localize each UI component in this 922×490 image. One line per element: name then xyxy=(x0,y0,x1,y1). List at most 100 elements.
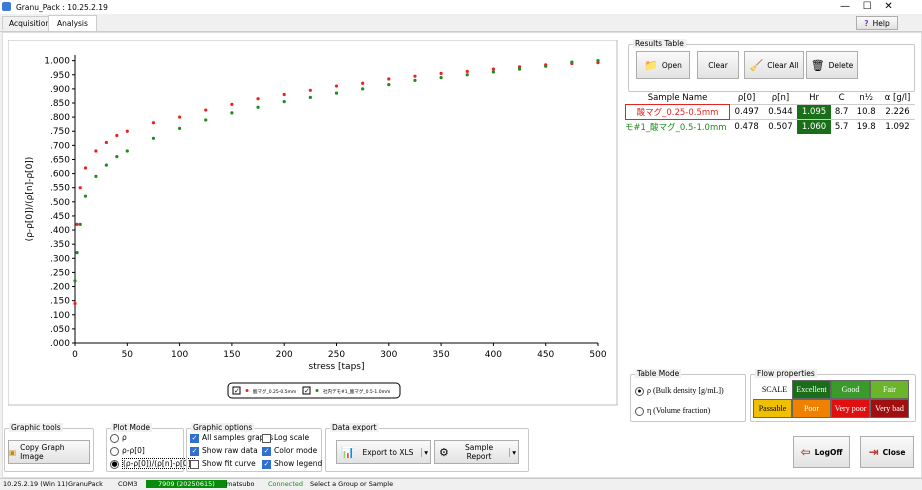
y-tick-label: .200 xyxy=(50,283,70,293)
y-tick-label: .450 xyxy=(50,212,70,222)
radio xyxy=(110,446,119,456)
graphic-tools-group: Graphic tools xyxy=(4,423,94,472)
data-point xyxy=(491,70,495,74)
window-controls[interactable]: — ☐ ✕ xyxy=(840,1,893,12)
flow-scale-label: SCALE xyxy=(761,385,788,394)
radio-option[interactable]: ● (ρ-ρ[0])/(ρ[n]-ρ[0]) xyxy=(110,458,195,469)
title-bar: Granu_Pack : 10.25.2.19 — ☐ ✕ xyxy=(0,0,922,14)
column-header: Sample Name xyxy=(647,93,708,103)
data-point xyxy=(94,174,98,179)
x-tick-label: 50 xyxy=(122,350,134,360)
export-button[interactable]: ⚙ Sample Report ▾ xyxy=(434,440,519,464)
data-point xyxy=(151,136,156,140)
checkbox-label: Show legend xyxy=(274,459,323,468)
data-export-group: Data export xyxy=(325,423,529,472)
checkbox-option[interactable]: ✓ All samples graphs xyxy=(190,433,273,443)
flow-level: Very bad xyxy=(870,399,909,418)
plot-mode-group: Plot Mode xyxy=(106,423,184,472)
data-point xyxy=(115,133,119,138)
button-label: Copy Graph Image xyxy=(20,443,65,461)
x-tick-label: 0 xyxy=(72,350,78,360)
table-cell: 5.7 xyxy=(834,122,849,132)
y-tick-label: .550 xyxy=(50,184,70,194)
help-button[interactable]: ? Help xyxy=(856,16,898,30)
checkbox: ✓ xyxy=(190,446,199,456)
status-bar: 10.25.2.19 (Win 11) GranuPack COM3 7909 (20… xyxy=(0,478,922,490)
y-tick-label: .900 xyxy=(50,85,70,95)
y-axis-label: (ρ-ρ[0])/(ρ[n]-ρ[0]) xyxy=(25,157,35,242)
column-header: ρ[n] xyxy=(771,93,790,103)
x-tick-label: 150 xyxy=(223,350,240,360)
button-label: Sample Report xyxy=(464,443,494,461)
data-point xyxy=(125,129,129,133)
results-button[interactable]: 📁 Open xyxy=(636,51,690,79)
radio-option[interactable]: ρ xyxy=(110,433,127,443)
status-item: GranuPack xyxy=(68,480,103,488)
y-tick-label: .500 xyxy=(50,198,70,208)
button-icon: ⚙ xyxy=(439,445,449,459)
radio-option[interactable]: ● ρ (Bulk density [g/mL]) xyxy=(635,386,724,396)
radio-label: (ρ-ρ[0])/(ρ[n]-ρ[0]) xyxy=(122,458,195,469)
data-point xyxy=(413,78,417,83)
data-point xyxy=(334,91,339,95)
table-cell: 19.8 xyxy=(856,122,876,132)
checkbox-option[interactable]: ✓ Show legend xyxy=(262,459,322,469)
y-tick-label: .750 xyxy=(50,127,70,137)
data-point xyxy=(465,69,469,73)
legend-frame xyxy=(227,382,401,399)
data-point xyxy=(517,65,522,69)
data-point xyxy=(230,111,234,115)
button-label: LogOff xyxy=(814,447,843,457)
data-point xyxy=(465,73,469,77)
results-button[interactable]: 🧹 Clear All xyxy=(744,51,804,79)
y-tick-label: .300 xyxy=(50,254,70,264)
tab-row: Acquisition Analysis ? Help xyxy=(0,14,922,32)
radio-option[interactable]: ρ-ρ[0] xyxy=(110,446,145,456)
status-item: matsubo xyxy=(226,480,255,488)
checkbox-option[interactable]: Log scale xyxy=(262,433,309,443)
data-point xyxy=(596,59,600,63)
button-icon: 📁 xyxy=(644,58,658,72)
table-cell: 0.478 xyxy=(734,122,759,132)
legend-check: ✓ xyxy=(304,387,310,395)
data-point xyxy=(230,102,234,107)
flow-level: Good xyxy=(831,380,870,399)
data-point xyxy=(413,74,417,78)
y-tick-label: .400 xyxy=(50,226,70,236)
results-group: Results Table xyxy=(628,39,915,92)
results-button[interactable]: Clear xyxy=(697,51,739,79)
status-item: 10.25.2.19 (Win 11) xyxy=(3,480,68,488)
tab-active[interactable]: Analysis xyxy=(48,15,97,31)
table-cell: 0.497 xyxy=(734,107,760,117)
action-button[interactable]: ⇥ Close xyxy=(860,436,914,468)
checkbox xyxy=(262,433,271,443)
legend-label: 酸マグ_0.25-0.5mm xyxy=(253,388,296,395)
checkbox-option[interactable]: ✓ Show raw data xyxy=(190,446,258,456)
x-tick-label: 300 xyxy=(380,350,397,360)
group-title: Data export xyxy=(330,423,379,432)
export-button[interactable]: 📊 Export to XLS ▾ xyxy=(336,440,431,464)
dropdown-arrow: ▾ xyxy=(509,447,518,457)
button-icon: 🗑 xyxy=(810,58,825,72)
data-point xyxy=(83,194,88,198)
data-point xyxy=(334,84,339,88)
dropdown-arrow: ▾ xyxy=(421,447,430,457)
checkbox xyxy=(190,459,199,469)
table-row[interactable]: 酸マグ_0.25-0.5mm 0.497 0.544 1.095 8.7 10.8 2.22… xyxy=(624,104,915,120)
status-item: 7909 (20250615) xyxy=(146,480,227,488)
results-button[interactable]: 🗑 Delete xyxy=(806,51,858,79)
copy-graph-button[interactable]: ▣ Copy Graph Image xyxy=(8,440,90,464)
radio-label: ρ (Bulk density [g/mL]) xyxy=(647,386,724,395)
data-point xyxy=(570,60,574,64)
checkbox-option[interactable]: Show fit curve xyxy=(190,459,256,469)
action-button[interactable]: ⇦ LogOff xyxy=(793,436,850,468)
radio xyxy=(635,406,644,416)
group-title: Flow properties xyxy=(755,369,817,378)
checkbox-option[interactable]: ✓ Color mode xyxy=(262,446,317,456)
data-point xyxy=(115,155,119,159)
radio-option[interactable]: η (Volume fraction) xyxy=(635,406,710,416)
legend-marker xyxy=(245,389,249,392)
group-title: Plot Mode xyxy=(111,423,152,432)
